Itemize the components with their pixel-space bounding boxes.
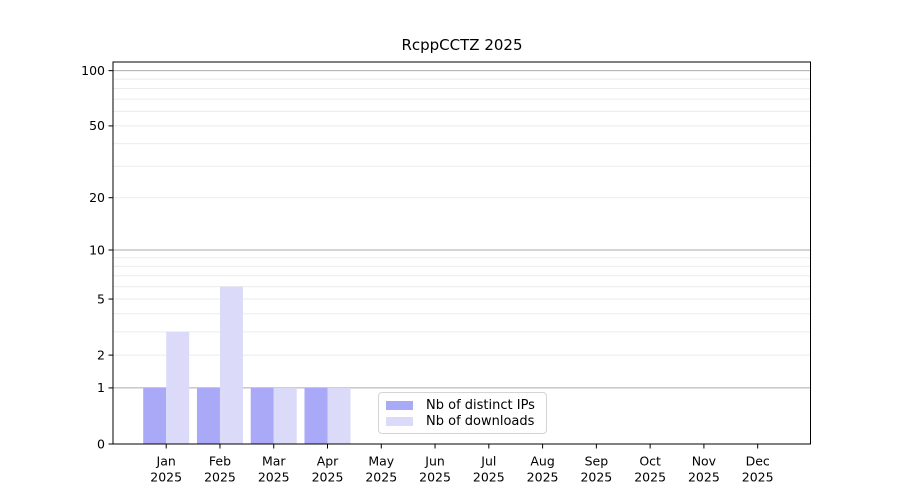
y-tick-label: 20 — [89, 190, 105, 205]
x-tick-label-month: Jul — [480, 454, 496, 469]
x-tick-label-year: 2025 — [150, 470, 182, 485]
x-tick-label-month: Jan — [156, 454, 176, 469]
bar-downloads — [273, 387, 297, 444]
bar-distinct-ips — [304, 387, 328, 444]
x-tick-label-year: 2025 — [742, 470, 774, 485]
x-tick-label-year: 2025 — [473, 470, 505, 485]
x-tick-label-year: 2025 — [634, 470, 666, 485]
x-tick-label-year: 2025 — [580, 470, 612, 485]
x-tick-label-month: Mar — [262, 454, 286, 469]
legend-swatch-distinct-ips — [386, 400, 413, 410]
legend-entry-distinct-ips: Nb of distinct IPs — [386, 397, 539, 413]
bar-distinct-ips — [250, 387, 274, 444]
bar-downloads — [166, 331, 190, 444]
x-tick-label-month: Jun — [424, 454, 445, 469]
legend-entry-downloads: Nb of downloads — [386, 413, 539, 429]
x-tick-label-year: 2025 — [258, 470, 290, 485]
x-tick-label-month: May — [368, 454, 394, 469]
plot-border — [112, 61, 811, 445]
x-tick-label-month: Dec — [746, 454, 770, 469]
x-tick-label-year: 2025 — [365, 470, 397, 485]
bar-distinct-ips — [143, 387, 167, 444]
x-tick-label-year: 2025 — [527, 470, 559, 485]
y-tick-label: 10 — [89, 242, 105, 257]
x-tick-label-year: 2025 — [204, 470, 236, 485]
y-tick-label: 1 — [97, 380, 105, 395]
x-tick-label-year: 2025 — [688, 470, 720, 485]
x-tick-label-month: Aug — [530, 454, 554, 469]
x-tick-label-month: Apr — [317, 454, 339, 469]
x-tick-label-month: Oct — [639, 454, 661, 469]
bar-distinct-ips — [196, 387, 220, 444]
y-tick-label: 50 — [89, 118, 105, 133]
y-tick-label: 0 — [97, 436, 105, 451]
y-tick-label: 100 — [81, 63, 105, 78]
bar-downloads — [219, 286, 243, 444]
x-tick-label-month: Feb — [209, 454, 231, 469]
x-tick-label-month: Sep — [585, 454, 609, 469]
legend-label-distinct-ips: Nb of distinct IPs — [426, 397, 535, 413]
x-tick-label-year: 2025 — [312, 470, 344, 485]
y-tick-label: 5 — [97, 291, 105, 306]
legend: Nb of distinct IPs Nb of downloads — [378, 392, 547, 434]
x-tick-label-month: Nov — [692, 454, 717, 469]
chart-title: RcppCCTZ 2025 — [401, 36, 523, 54]
legend-swatch-downloads — [386, 416, 413, 426]
legend-label-downloads: Nb of downloads — [426, 413, 535, 429]
y-tick-label: 2 — [97, 347, 105, 362]
x-tick-label-year: 2025 — [419, 470, 451, 485]
bar-downloads — [327, 387, 351, 444]
